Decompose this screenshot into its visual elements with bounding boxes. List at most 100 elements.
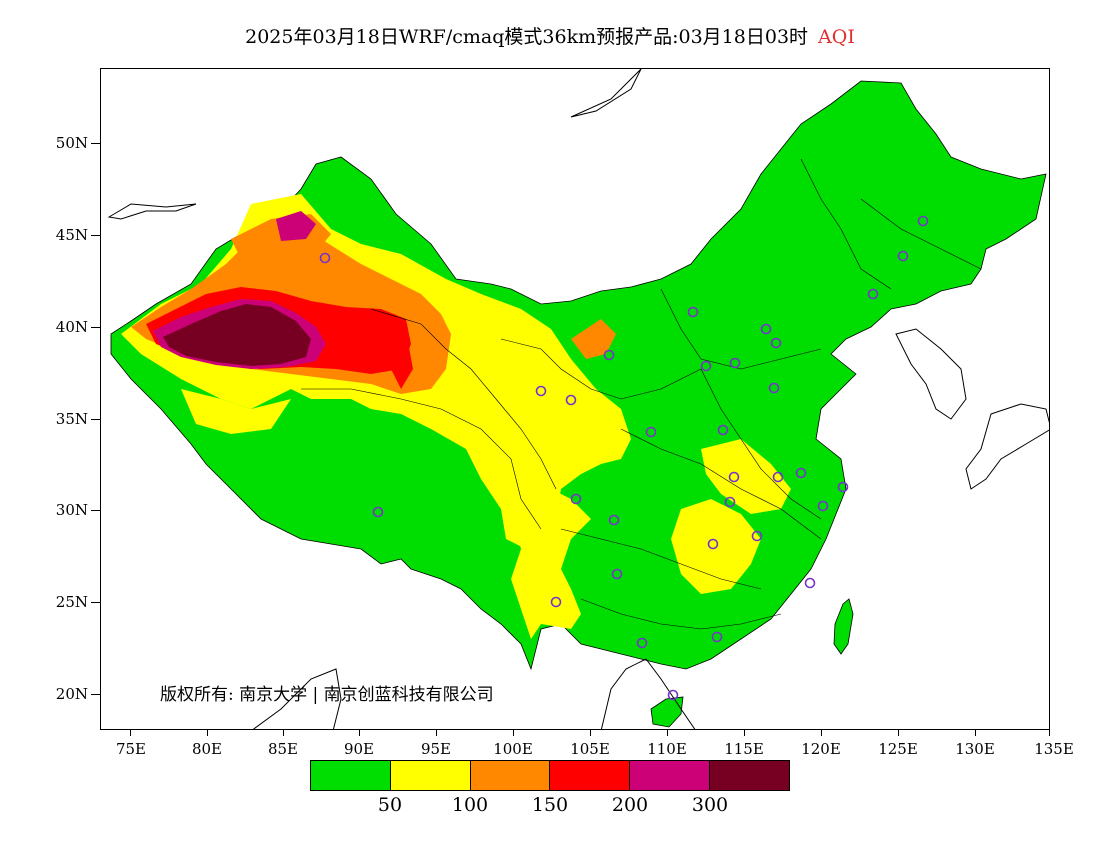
legend-swatch-usg <box>470 761 551 790</box>
lat-tick <box>91 419 100 420</box>
station-marker <box>535 385 547 397</box>
lon-label-105e: 105E <box>570 740 610 758</box>
legend-label-300: 300 <box>691 794 729 816</box>
legend-label-100: 100 <box>451 794 489 816</box>
station-marker <box>751 530 763 542</box>
station-marker <box>867 288 879 300</box>
legend-swatch-unhealthy <box>550 761 631 790</box>
moderate-zone-east <box>701 439 791 514</box>
station-marker <box>611 568 623 580</box>
lat-tick <box>91 694 100 695</box>
station-marker <box>717 424 729 436</box>
station-marker <box>700 360 712 372</box>
lat-tick <box>91 602 100 603</box>
title-text: 2025年03月18日WRF/cmaq模式36km预报产品:03月18日03时 <box>245 26 809 48</box>
monitoring-stations <box>319 215 929 701</box>
station-marker <box>711 631 723 643</box>
lon-label-110e: 110E <box>647 740 687 758</box>
lat-label-35n: 35N <box>55 410 88 428</box>
russia-coast-outline <box>570 69 642 118</box>
lon-tick <box>207 730 208 736</box>
moderate-zone-south <box>501 479 591 639</box>
lon-tick <box>130 730 131 736</box>
lon-tick <box>1049 730 1050 736</box>
lon-tick <box>283 730 284 736</box>
lon-tick <box>821 730 822 736</box>
station-marker <box>729 357 741 369</box>
station-marker <box>724 496 736 508</box>
lon-tick <box>898 730 899 736</box>
station-marker <box>570 493 582 505</box>
legend-label-50: 50 <box>377 794 403 816</box>
lon-tick <box>744 730 745 736</box>
lon-label-75e: 75E <box>115 740 147 758</box>
station-marker <box>636 637 648 649</box>
station-marker <box>897 250 909 262</box>
taiwan-island <box>833 598 854 655</box>
japan-outline <box>965 403 1049 490</box>
lon-label-90e: 90E <box>343 740 375 758</box>
station-marker <box>772 471 784 483</box>
lat-tick <box>91 235 100 236</box>
map-area[interactable] <box>100 68 1050 730</box>
lon-label-95e: 95E <box>420 740 452 758</box>
legend-swatch-moderate <box>390 761 471 790</box>
station-marker <box>768 382 780 394</box>
very-unhealthy-zone-north <box>276 211 316 241</box>
moderate-zone-central <box>671 499 761 594</box>
station-marker <box>319 252 331 264</box>
lat-tick <box>91 327 100 328</box>
unhealthy-zone-east <box>386 331 413 389</box>
lon-label-120e: 120E <box>801 740 841 758</box>
lon-label-115e: 115E <box>724 740 764 758</box>
lat-label-40n: 40N <box>55 318 88 336</box>
product-label: AQI <box>818 26 855 48</box>
lon-label-80e: 80E <box>191 740 223 758</box>
station-marker <box>645 426 657 438</box>
hazardous-zone <box>163 304 311 366</box>
legend-swatch-very-unhealthy <box>630 761 711 790</box>
copyright-notice: 版权所有: 南京大学 | 南京创蓝科技有限公司 <box>160 685 494 705</box>
station-marker <box>760 323 772 335</box>
kazakh-border-outline <box>107 203 197 220</box>
lat-label-50n: 50N <box>55 134 88 152</box>
station-marker <box>667 689 679 701</box>
station-marker <box>817 500 829 512</box>
indochina-outline <box>600 658 696 729</box>
station-marker <box>550 596 562 608</box>
korea-peninsula-outline <box>895 328 967 420</box>
station-marker <box>837 481 849 493</box>
lon-tick <box>513 730 514 736</box>
lat-label-45n: 45N <box>55 226 88 244</box>
lat-label-25n: 25N <box>55 593 88 611</box>
legend-label-150: 150 <box>531 794 569 816</box>
lon-label-85e: 85E <box>267 740 299 758</box>
station-marker <box>770 337 782 349</box>
south-asia-outline <box>252 668 342 729</box>
station-marker <box>728 471 740 483</box>
hainan-island <box>650 696 684 728</box>
lon-label-130e: 130E <box>955 740 995 758</box>
lon-tick <box>975 730 976 736</box>
aqi-legend <box>310 760 790 791</box>
province-borders <box>301 158 982 630</box>
lat-tick <box>91 510 100 511</box>
usg-zone-loess <box>571 319 616 359</box>
lon-label-100e: 100E <box>493 740 533 758</box>
map-title: 2025年03月18日WRF/cmaq模式36km预报产品:03月18日03时 A… <box>0 22 1100 49</box>
lat-label-20n: 20N <box>55 685 88 703</box>
lon-tick <box>359 730 360 736</box>
lon-tick <box>667 730 668 736</box>
lon-tick <box>436 730 437 736</box>
station-marker <box>608 514 620 526</box>
moderate-zone-plateau <box>181 389 291 434</box>
station-marker <box>707 538 719 550</box>
station-marker <box>565 394 577 406</box>
station-marker <box>687 306 699 318</box>
lat-tick <box>91 143 100 144</box>
station-marker <box>804 577 816 589</box>
lon-label-125e: 125E <box>878 740 918 758</box>
lon-tick <box>590 730 591 736</box>
station-marker <box>917 215 929 227</box>
lat-label-30n: 30N <box>55 501 88 519</box>
